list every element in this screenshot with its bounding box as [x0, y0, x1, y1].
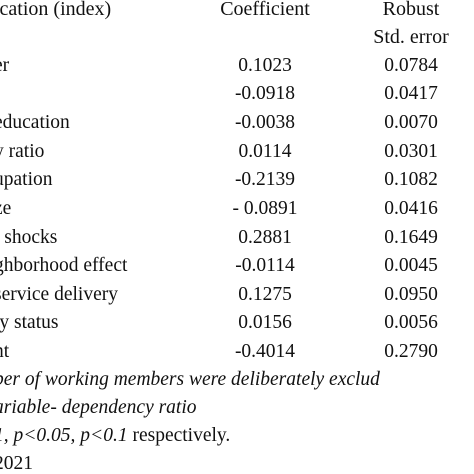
robust-column-header: Robust	[382, 0, 440, 20]
coefficient-column-header: Coefficient	[220, 0, 310, 20]
row-label: / shocks	[0, 227, 58, 248]
footnote-dependency-ratio: ariable- dependency ratio	[0, 398, 197, 418]
coefficient-value: -0.4014	[234, 341, 296, 362]
coefficient-value: 0.2881	[238, 227, 292, 248]
significance-thresholds: 1, p<0.05, p<0.1	[0, 425, 128, 446]
row-label: nt	[0, 341, 10, 362]
coefficient-value: -0.0114	[235, 255, 295, 276]
std-error-value: 0.0045	[384, 255, 438, 276]
std-error-value: 0.0950	[384, 284, 438, 305]
footnote-text: ariable- dependency ratio	[0, 397, 197, 418]
std-error-value: 0.1082	[384, 169, 438, 190]
footnote-significance-levels: 1, p<0.05, p<0.1 respectively.	[0, 426, 230, 446]
std-error-value: 0.0070	[384, 112, 438, 133]
footnote-text: 2021	[0, 453, 33, 474]
row-label: ghborhood effect	[0, 255, 128, 276]
row-label: ty status	[0, 312, 59, 333]
coefficient-value: - 0.0891	[232, 198, 298, 219]
std-error-value: 0.1649	[384, 227, 438, 248]
coefficient-value: -0.2139	[234, 169, 296, 190]
footnote-excluded-variable: ber of working members were deliberately…	[0, 370, 380, 390]
footnote-text: respectively.	[127, 425, 231, 446]
footnote-text: ber of working members were deliberately…	[0, 369, 380, 390]
coefficient-value: -0.0038	[234, 112, 296, 133]
row-label: education	[0, 112, 70, 133]
std-error-column-header: Std. error	[373, 26, 449, 48]
coefficient-value: -0.0918	[234, 83, 296, 104]
std-error-value: 0.0784	[384, 55, 438, 76]
std-error-value: 0.0417	[384, 83, 438, 104]
row-label: ze	[0, 198, 12, 219]
coefficient-value: 0.1023	[238, 55, 292, 76]
coefficient-value: 0.0156	[238, 312, 292, 333]
variable-column-header: ication (index)	[0, 0, 112, 20]
std-error-value: 0.0416	[384, 198, 438, 219]
footnote-source-year: 2021	[0, 454, 33, 474]
row-label: er	[0, 55, 10, 76]
row-label: upation	[0, 169, 53, 190]
std-error-value: 0.2790	[384, 341, 438, 362]
row-label: service delivery	[0, 284, 118, 305]
row-label: y ratio	[0, 141, 45, 162]
coefficient-value: 0.1275	[238, 284, 292, 305]
coefficient-value: 0.0114	[238, 141, 292, 162]
std-error-value: 0.0301	[384, 141, 438, 162]
std-error-value: 0.0056	[384, 312, 438, 333]
